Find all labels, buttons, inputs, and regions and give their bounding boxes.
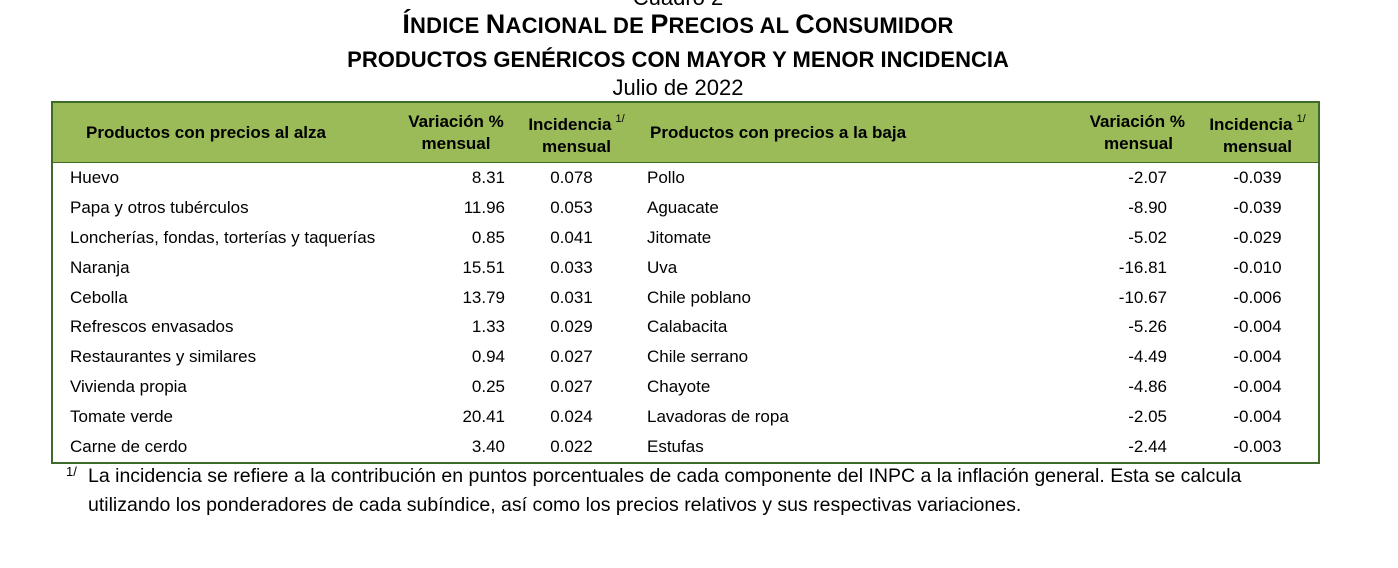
product-up-name: Carne de cerdo — [70, 436, 188, 456]
product-down-incidence: -0.004 — [1233, 317, 1282, 337]
page-title: ÍNDICE NACIONAL DE PRECIOS AL CONSUMIDOR — [402, 9, 954, 39]
product-down-variation: -10.67 — [1118, 287, 1167, 307]
product-down-name: Lavadoras de ropa — [647, 407, 789, 427]
product-up-incidence: 0.022 — [550, 436, 593, 456]
product-up-incidence: 0.041 — [550, 227, 593, 247]
header-incidence-down: Incidencia 1/ mensual — [1197, 102, 1319, 163]
product-up-incidence: 0.053 — [550, 197, 593, 217]
product-down-name: Pollo — [647, 167, 685, 187]
product-down-incidence: -0.010 — [1233, 257, 1282, 277]
product-down-incidence: -0.029 — [1233, 227, 1282, 247]
product-down-variation: -5.02 — [1128, 227, 1167, 247]
product-down-name: Jitomate — [647, 227, 712, 247]
product-up-variation: 8.31 — [471, 167, 505, 187]
product-up-name: Naranja — [70, 257, 130, 277]
product-up-variation: 11.96 — [463, 197, 505, 217]
product-down-variation: -2.07 — [1128, 167, 1167, 187]
header-products-down: Productos con precios a la baja — [638, 102, 1056, 163]
table-row: Huevo 8.31 0.078 Pollo -2.07 -0.039 — [52, 163, 1319, 193]
product-up-variation: 3.40 — [471, 436, 505, 456]
period-label: Julio de 2022 — [612, 75, 744, 100]
product-down-variation: -2.05 — [1128, 407, 1167, 427]
product-down-name: Chile poblano — [647, 287, 751, 307]
table-row: Naranja 15.51 0.033 Uva -16.81 -0.010 — [52, 253, 1319, 283]
footnote: 1/ La incidencia se refiere a la contrib… — [66, 462, 1306, 520]
footnote-marker: 1/ — [615, 112, 625, 125]
product-down-incidence: -0.003 — [1233, 436, 1282, 456]
product-down-incidence: -0.004 — [1233, 377, 1282, 397]
product-down-variation: -4.49 — [1128, 347, 1167, 367]
product-down-incidence: -0.039 — [1233, 167, 1282, 187]
product-up-variation: 0.85 — [471, 227, 505, 247]
header-incidence-up-line1: Incidencia — [528, 114, 612, 134]
product-up-variation: 15.51 — [462, 257, 505, 277]
header-variation-down-line2: mensual — [1104, 133, 1173, 153]
header-incidence-down-line2: mensual — [1223, 136, 1292, 156]
table-number: Cuadro 2 — [0, 0, 1356, 9]
header-incidence-up-line2: mensual — [542, 136, 611, 156]
product-down-incidence: -0.006 — [1233, 287, 1282, 307]
product-down-incidence: -0.004 — [1233, 407, 1282, 427]
product-down-variation: -16.81 — [1118, 257, 1167, 277]
product-up-incidence: 0.031 — [550, 287, 593, 307]
product-up-name: Restaurantes y similares — [70, 347, 257, 367]
footnote-mark: 1/ — [66, 464, 77, 479]
product-up-variation: 0.94 — [471, 347, 505, 367]
table-row: Cebolla 13.79 0.031 Chile poblano -10.67… — [52, 283, 1319, 313]
product-up-variation: 13.79 — [462, 287, 505, 307]
incidence-table: Productos con precios al alza Variación … — [51, 101, 1320, 464]
footnote-text: La incidencia se refiere a la contribuci… — [88, 465, 1242, 516]
product-down-incidence: -0.039 — [1233, 197, 1282, 217]
header-products-up: Productos con precios al alza — [52, 102, 397, 163]
table-row: Tomate verde 20.41 0.024 Lavadoras de ro… — [52, 402, 1319, 432]
table-row: Vivienda propia 0.25 0.027 Chayote -4.86… — [52, 372, 1319, 402]
page-subtitle: PRODUCTOS GENÉRICOS CON MAYOR Y MENOR IN… — [347, 47, 1009, 72]
product-down-name: Calabacita — [647, 317, 728, 337]
product-down-incidence: -0.004 — [1233, 347, 1282, 367]
product-up-variation: 20.41 — [462, 407, 505, 427]
product-up-incidence: 0.027 — [550, 377, 593, 397]
header-variation-up-line1: Variación % — [408, 111, 504, 131]
product-up-incidence: 0.029 — [550, 317, 593, 337]
product-up-incidence: 0.024 — [550, 407, 593, 427]
header-variation-down: Variación % mensual — [1056, 102, 1197, 163]
product-down-variation: -8.90 — [1128, 197, 1167, 217]
header-incidence-up: Incidencia 1/ mensual — [515, 102, 638, 163]
header-variation-up: Variación % mensual — [397, 102, 515, 163]
product-up-incidence: 0.078 — [550, 167, 593, 187]
product-up-variation: 1.33 — [471, 317, 505, 337]
product-down-name: Estufas — [647, 436, 704, 456]
product-down-name: Uva — [647, 257, 678, 277]
table-header-row: Productos con precios al alza Variación … — [52, 102, 1319, 163]
product-down-variation: -4.86 — [1128, 377, 1167, 397]
header-incidence-down-line1: Incidencia — [1209, 114, 1293, 134]
table-row: Papa y otros tubérculos 11.96 0.053 Agua… — [52, 193, 1319, 223]
table-row: Carne de cerdo 3.40 0.022 Estufas -2.44 … — [52, 432, 1319, 463]
product-up-name: Tomate verde — [70, 407, 173, 427]
product-up-name: Cebolla — [70, 287, 128, 307]
table-row: Restaurantes y similares 0.94 0.027 Chil… — [52, 342, 1319, 372]
header-variation-up-line2: mensual — [421, 133, 491, 153]
product-up-name: Huevo — [70, 167, 120, 187]
header-variation-down-line1: Variación % — [1089, 111, 1185, 131]
product-up-name: Vivienda propia — [70, 377, 187, 397]
table-row: Loncherías, fondas, torterías y taquería… — [52, 223, 1319, 253]
product-down-variation: -5.26 — [1128, 317, 1167, 337]
footnote-marker: 1/ — [1296, 112, 1306, 125]
product-down-variation: -2.44 — [1128, 436, 1167, 456]
product-down-name: Aguacate — [647, 197, 719, 217]
product-up-name: Refrescos envasados — [70, 317, 234, 337]
table-row: Refrescos envasados 1.33 0.029 Calabacit… — [52, 312, 1319, 342]
product-up-name: Papa y otros tubérculos — [70, 197, 249, 217]
product-down-name: Chayote — [647, 377, 711, 397]
product-down-name: Chile serrano — [647, 347, 749, 367]
product-up-name: Loncherías, fondas, torterías y taquería… — [70, 227, 376, 247]
product-up-incidence: 0.027 — [550, 347, 593, 367]
product-up-incidence: 0.033 — [550, 257, 593, 277]
product-up-variation: 0.25 — [471, 377, 505, 397]
